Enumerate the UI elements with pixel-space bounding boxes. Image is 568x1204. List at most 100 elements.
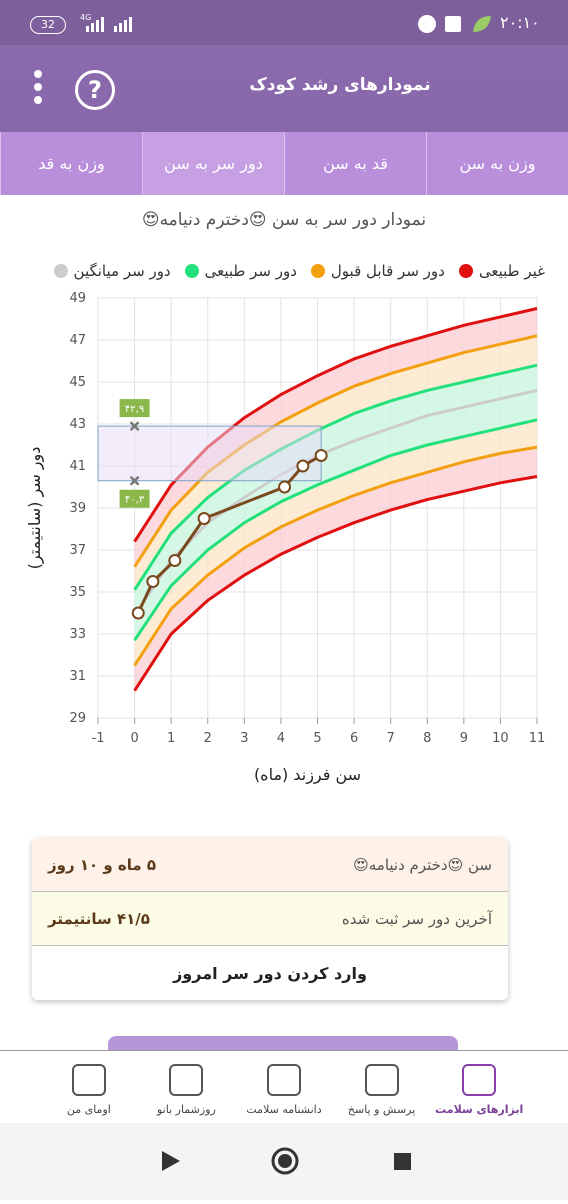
icon-shape — [169, 1064, 204, 1096]
legend-swatch — [310, 264, 325, 278]
nav-label: اومای من — [66, 1103, 111, 1116]
range-label: ۴۲,۹ — [125, 404, 144, 415]
reference-line — [133, 418, 538, 642]
info-value: ۵ ماه و ۱۰ روز — [48, 855, 157, 874]
icon-shape — [71, 1064, 106, 1096]
y-tick-label: 41 — [69, 459, 86, 474]
legend-label: غیر طبیعی — [478, 262, 545, 280]
x-axis-label: سن فرزند (ماه) — [254, 765, 361, 785]
icon-shape — [462, 1064, 497, 1096]
info-row: سن 😍دخترم دنیامه😍 ۵ ماه و ۱۰ روز — [32, 838, 508, 892]
network: 4G — [80, 13, 92, 22]
range-tag — [119, 399, 150, 418]
zone — [134, 447, 538, 691]
x-tick-label: 7 — [387, 731, 395, 746]
tab[interactable]: وزن به قد — [0, 132, 142, 195]
clock: ۲۰:۱۰ — [500, 13, 540, 32]
nav-label: ابزارهای سلامت — [435, 1103, 524, 1116]
legend-swatch — [184, 264, 199, 278]
x-tick-label: 3 — [240, 731, 248, 746]
x-tick-label: 6 — [350, 731, 358, 746]
y-tick-label: 47 — [69, 333, 86, 348]
x-tick-label: 1 — [167, 731, 175, 746]
menu-button[interactable] — [28, 69, 48, 109]
child-point — [146, 575, 160, 588]
icon-shape — [364, 1064, 399, 1096]
x-tick-label: 4 — [277, 731, 285, 746]
x-tick-label: 9 — [460, 731, 468, 746]
legend: غیر طبیعی دور سر قابل قبول دور سر طبیعی دور… — [10, 262, 545, 280]
info-label: آخرین دور سر ثبت شده — [341, 909, 492, 928]
legend-item: دور سر میانگین — [53, 262, 171, 280]
tab[interactable]: وزن به سن — [426, 132, 568, 195]
nav-icon — [169, 1064, 204, 1096]
reference-line — [133, 363, 538, 591]
system-nav — [0, 1123, 568, 1200]
legend-item: دور سر قابل قبول — [310, 262, 445, 280]
legend-label: دور سر طبیعی — [204, 262, 297, 280]
nav-label: روزشمار بانو — [157, 1103, 216, 1116]
y-tick-label: 37 — [69, 543, 86, 558]
legend-swatch — [458, 264, 473, 278]
y-tick-label: 45 — [69, 375, 86, 390]
zone — [134, 390, 538, 641]
bottom-nav: ابزارهای سلامت پرسش و پاسخ دانشنامه سلامت ر… — [0, 1050, 568, 1123]
tab-bar: وزن به سن قد به سن دور سر به سن وزن به قد — [0, 132, 568, 195]
y-tick-label: 35 — [69, 585, 86, 600]
x-tick-label: 0 — [130, 731, 138, 746]
nav-label: پرسش و پاسخ — [347, 1103, 416, 1116]
child-point — [296, 459, 310, 473]
app-icons — [418, 15, 491, 33]
y-tick-label: 39 — [69, 501, 86, 516]
battery: 32 — [30, 16, 66, 34]
range-box — [97, 425, 322, 482]
icon-shape — [267, 1064, 302, 1096]
add-button[interactable]: وارد کردن دور سر امروز — [32, 946, 508, 1000]
legend-label: دور سر قابل قبول — [330, 262, 445, 280]
nav-item[interactable]: پرسش و پاسخ — [333, 1051, 431, 1123]
y-axis-label: دور سر (سانتیمتر) — [25, 447, 45, 570]
x-tick-label: 8 — [423, 731, 431, 746]
nav-item[interactable]: روزشمار بانو — [138, 1051, 236, 1123]
nav-item[interactable]: دانشنامه سلامت — [235, 1051, 333, 1123]
child-point — [278, 480, 292, 494]
chart-title: نمودار دور سر به سن 😍دخترم دنیامه😍 — [141, 210, 427, 230]
x-tick-label: 10 — [492, 731, 509, 746]
range-label: ۴۰,۳ — [125, 495, 145, 506]
nav-label: دانشنامه سلامت — [246, 1103, 322, 1116]
info-value: ۴۱/۵ سانتیمتر — [48, 909, 150, 928]
info-row: آخرین دور سر ثبت شده ۴۱/۵ سانتیمتر — [32, 892, 508, 946]
nav-item[interactable]: ابزارهای سلامت — [430, 1051, 528, 1123]
help-button[interactable]: ? — [75, 70, 115, 110]
nav-item[interactable]: اومای من — [40, 1051, 138, 1123]
nav-icon — [364, 1064, 399, 1096]
x-tick-label: 5 — [313, 731, 321, 746]
x-tick-label: 11 — [529, 731, 546, 746]
tab[interactable]: قد به سن — [284, 132, 426, 195]
tab[interactable]: دور سر به سن — [142, 132, 284, 195]
legend-item: غیر طبیعی — [458, 262, 545, 280]
y-tick-label: 31 — [69, 669, 86, 684]
legend-label: دور سر میانگین — [73, 262, 171, 280]
legend-item: دور سر طبیعی — [184, 262, 297, 280]
y-tick-label: 29 — [69, 711, 86, 726]
y-tick-label: 49 — [69, 291, 86, 306]
child-point — [131, 606, 145, 620]
child-point — [197, 512, 211, 525]
reference-line — [133, 388, 538, 616]
y-tick-label: 43 — [69, 417, 86, 432]
reference-line — [133, 475, 538, 692]
zone — [134, 335, 538, 590]
y-tick-label: 33 — [69, 627, 86, 642]
status-bar: 32 4G ۲۰:۱۰ — [0, 0, 568, 45]
nav-icon — [462, 1064, 497, 1096]
app-bar: ? نمودارهای رشد کودک — [0, 45, 568, 132]
range-tag — [119, 489, 150, 508]
zone — [134, 419, 538, 666]
zone — [134, 308, 538, 567]
info-label: سن 😍دخترم دنیامه😍 — [353, 855, 492, 874]
system-buttons[interactable] — [0, 1123, 568, 1200]
app-title: نمودارهای رشد کودک — [249, 75, 431, 95]
